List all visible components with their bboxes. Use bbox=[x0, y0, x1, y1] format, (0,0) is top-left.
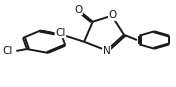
Text: Cl: Cl bbox=[55, 28, 66, 38]
Text: O: O bbox=[109, 10, 117, 20]
Text: O: O bbox=[74, 5, 82, 15]
Text: Cl: Cl bbox=[2, 46, 12, 56]
Text: N: N bbox=[103, 46, 111, 56]
